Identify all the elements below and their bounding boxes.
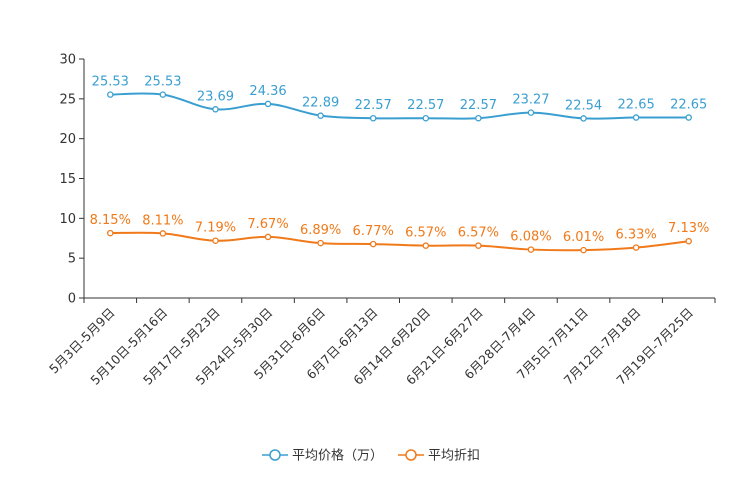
data-point [107, 229, 114, 237]
y-tick-label: 0 [68, 292, 76, 307]
data-point [475, 242, 482, 249]
data-point [264, 233, 272, 241]
y-tick-label: 5 [68, 252, 76, 267]
data-label: 8.15% [90, 213, 131, 228]
data-point [685, 237, 692, 245]
y-tick-label: 15 [59, 172, 76, 187]
data-label: 6.89% [300, 223, 341, 238]
data-label: 22.57 [355, 98, 392, 113]
y-tick-label: 25 [59, 92, 76, 107]
data-point [159, 230, 167, 237]
data-label: 6.01% [563, 230, 604, 245]
data-point [527, 109, 535, 116]
data-label: 6.33% [615, 228, 656, 243]
data-label: 6.57% [405, 226, 446, 241]
data-label: 22.65 [618, 98, 655, 113]
y-tick-label: 20 [59, 132, 76, 147]
data-label: 24.36 [249, 84, 286, 99]
data-point [264, 100, 272, 108]
data-label: 7.67% [247, 217, 288, 232]
data-label: 22.65 [670, 98, 707, 113]
data-point [107, 91, 114, 98]
data-point [369, 240, 377, 248]
data-point [212, 106, 219, 113]
data-label: 25.53 [92, 75, 129, 90]
data-label: 22.54 [565, 98, 602, 113]
data-label: 6.08% [510, 230, 551, 245]
data-label: 7.13% [668, 221, 709, 236]
data-point [422, 114, 430, 122]
data-label: 23.69 [197, 89, 234, 104]
data-label: 8.11% [142, 213, 183, 228]
data-point [580, 115, 587, 122]
data-label: 22.89 [302, 96, 339, 111]
y-tick-label: 30 [59, 53, 76, 68]
data-label: 7.19% [195, 221, 236, 236]
data-point [317, 112, 324, 119]
data-point [580, 246, 587, 254]
legend-marker-1 [405, 449, 417, 461]
data-point [317, 239, 324, 247]
data-point [527, 246, 535, 253]
data-point [632, 244, 640, 251]
legend-marker-0 [269, 449, 281, 461]
data-point [212, 237, 219, 244]
data-label: 6.57% [458, 226, 499, 241]
series-line-0 [110, 92, 689, 120]
legend-label-0: 平均价格（万） [292, 448, 383, 464]
data-point [159, 91, 167, 98]
data-label: 22.57 [407, 98, 444, 113]
data-point [422, 242, 430, 249]
data-label: 23.27 [512, 93, 549, 108]
data-label: 22.57 [460, 98, 497, 113]
data-point [685, 114, 692, 121]
legend-label-1: 平均折扣 [428, 449, 480, 464]
data-point [632, 114, 640, 121]
y-tick-label: 10 [59, 212, 76, 227]
series-line-1 [110, 231, 689, 252]
data-label: 6.77% [353, 224, 394, 239]
data-point [475, 114, 482, 122]
data-point [369, 114, 377, 122]
data-label: 25.53 [144, 75, 181, 90]
